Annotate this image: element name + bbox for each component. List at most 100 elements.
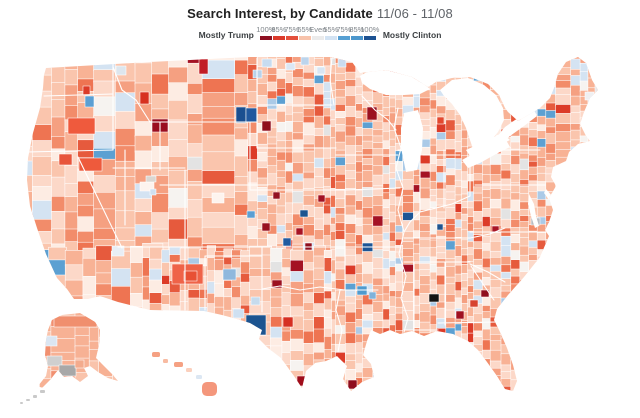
county-cell[interactable]: [555, 217, 573, 225]
county-cell[interactable]: [429, 48, 438, 58]
county-cell[interactable]: [149, 313, 164, 326]
county-cell[interactable]: [545, 205, 558, 217]
county-cell[interactable]: [179, 334, 190, 347]
county-cell[interactable]: [436, 139, 448, 153]
county-cell[interactable]: [587, 57, 600, 69]
county-cell[interactable]: [314, 206, 326, 221]
county-cell[interactable]: [223, 375, 234, 388]
county-cell[interactable]: [115, 51, 137, 63]
county-cell[interactable]: [389, 343, 397, 356]
county-cell[interactable]: [151, 212, 170, 231]
county-cell[interactable]: [303, 379, 316, 391]
county-cell[interactable]: [545, 229, 558, 241]
county-cell[interactable]: [234, 74, 250, 95]
county-cell[interactable]: [64, 264, 85, 282]
county-cell[interactable]: [587, 345, 600, 355]
county-cell[interactable]: [579, 259, 590, 271]
alaska-highlights[interactable]: [43, 315, 98, 377]
county-cell[interactable]: [419, 386, 432, 398]
county-cell[interactable]: [179, 313, 190, 325]
county-cell[interactable]: [149, 268, 164, 282]
county-cell[interactable]: [500, 353, 513, 367]
county-cell[interactable]: [467, 54, 475, 65]
county-cell[interactable]: [587, 184, 600, 196]
county-cell[interactable]: [292, 85, 305, 99]
county-cell[interactable]: [214, 327, 226, 338]
county-cell[interactable]: [545, 385, 558, 394]
county-cell[interactable]: [149, 246, 164, 261]
county-cell[interactable]: [32, 90, 54, 109]
county-cell[interactable]: [389, 50, 397, 59]
county-cell[interactable]: [130, 262, 144, 279]
hawaii-island[interactable]: [163, 359, 168, 363]
county-cell[interactable]: [372, 57, 385, 69]
county-cell[interactable]: [555, 320, 573, 328]
county-cell[interactable]: [519, 279, 531, 288]
county-cell[interactable]: [51, 99, 67, 119]
county-cell[interactable]: [519, 261, 531, 274]
county-cell[interactable]: [231, 361, 242, 372]
county-cell[interactable]: [390, 399, 397, 411]
county-highlight[interactable]: [428, 293, 440, 303]
county-cell[interactable]: [362, 196, 375, 209]
county-cell[interactable]: [419, 57, 432, 68]
county-highlight[interactable]: [145, 175, 157, 183]
county-cell[interactable]: [490, 392, 502, 403]
county-cell[interactable]: [206, 357, 216, 372]
county-highlight[interactable]: [285, 62, 296, 71]
county-cell[interactable]: [231, 331, 242, 341]
county-cell[interactable]: [39, 316, 53, 334]
county-cell[interactable]: [206, 316, 216, 331]
county-cell[interactable]: [597, 143, 606, 156]
county-cell[interactable]: [32, 106, 54, 127]
county-cell[interactable]: [555, 244, 573, 253]
county-cell[interactable]: [473, 164, 484, 176]
county-cell[interactable]: [473, 369, 484, 381]
county-cell[interactable]: [445, 148, 457, 160]
county-cell[interactable]: [570, 220, 582, 230]
county-cell[interactable]: [234, 191, 250, 206]
county-cell[interactable]: [519, 338, 531, 348]
county-cell[interactable]: [519, 293, 531, 307]
county-cell[interactable]: [579, 348, 590, 360]
county-cell[interactable]: [39, 368, 53, 381]
county-cell[interactable]: [528, 319, 539, 332]
county-cell[interactable]: [510, 210, 522, 221]
county-cell[interactable]: [267, 233, 279, 248]
county-cell[interactable]: [429, 372, 438, 382]
county-cell[interactable]: [437, 395, 447, 405]
county-cell[interactable]: [302, 122, 316, 137]
county-highlight[interactable]: [82, 85, 91, 96]
county-cell[interactable]: [419, 342, 432, 354]
county-cell[interactable]: [345, 322, 358, 335]
county-cell[interactable]: [597, 296, 606, 306]
county-highlight[interactable]: [78, 157, 103, 172]
county-cell[interactable]: [88, 326, 101, 343]
county-cell[interactable]: [579, 117, 590, 129]
county-cell[interactable]: [168, 47, 189, 69]
county-cell[interactable]: [570, 227, 582, 236]
county-cell[interactable]: [579, 198, 590, 209]
county-cell[interactable]: [345, 95, 358, 108]
county-cell[interactable]: [413, 369, 422, 381]
county-cell[interactable]: [436, 345, 448, 355]
county-cell[interactable]: [345, 116, 358, 128]
county-cell[interactable]: [151, 228, 170, 245]
county-cell[interactable]: [587, 156, 600, 165]
county-cell[interactable]: [345, 254, 358, 267]
county-cell[interactable]: [267, 173, 279, 187]
county-cell[interactable]: [17, 80, 34, 100]
county-cell[interactable]: [98, 384, 114, 396]
county-cell[interactable]: [500, 297, 513, 306]
county-cell[interactable]: [555, 354, 573, 365]
county-cell[interactable]: [130, 293, 144, 308]
county-cell[interactable]: [519, 169, 531, 181]
county-cell[interactable]: [597, 364, 606, 377]
county-cell[interactable]: [461, 375, 470, 389]
county-cell[interactable]: [537, 394, 547, 402]
county-cell[interactable]: [536, 377, 548, 387]
county-cell[interactable]: [528, 338, 539, 350]
county-cell[interactable]: [231, 388, 242, 402]
county-cell[interactable]: [597, 176, 606, 185]
county-cell[interactable]: [32, 124, 54, 142]
